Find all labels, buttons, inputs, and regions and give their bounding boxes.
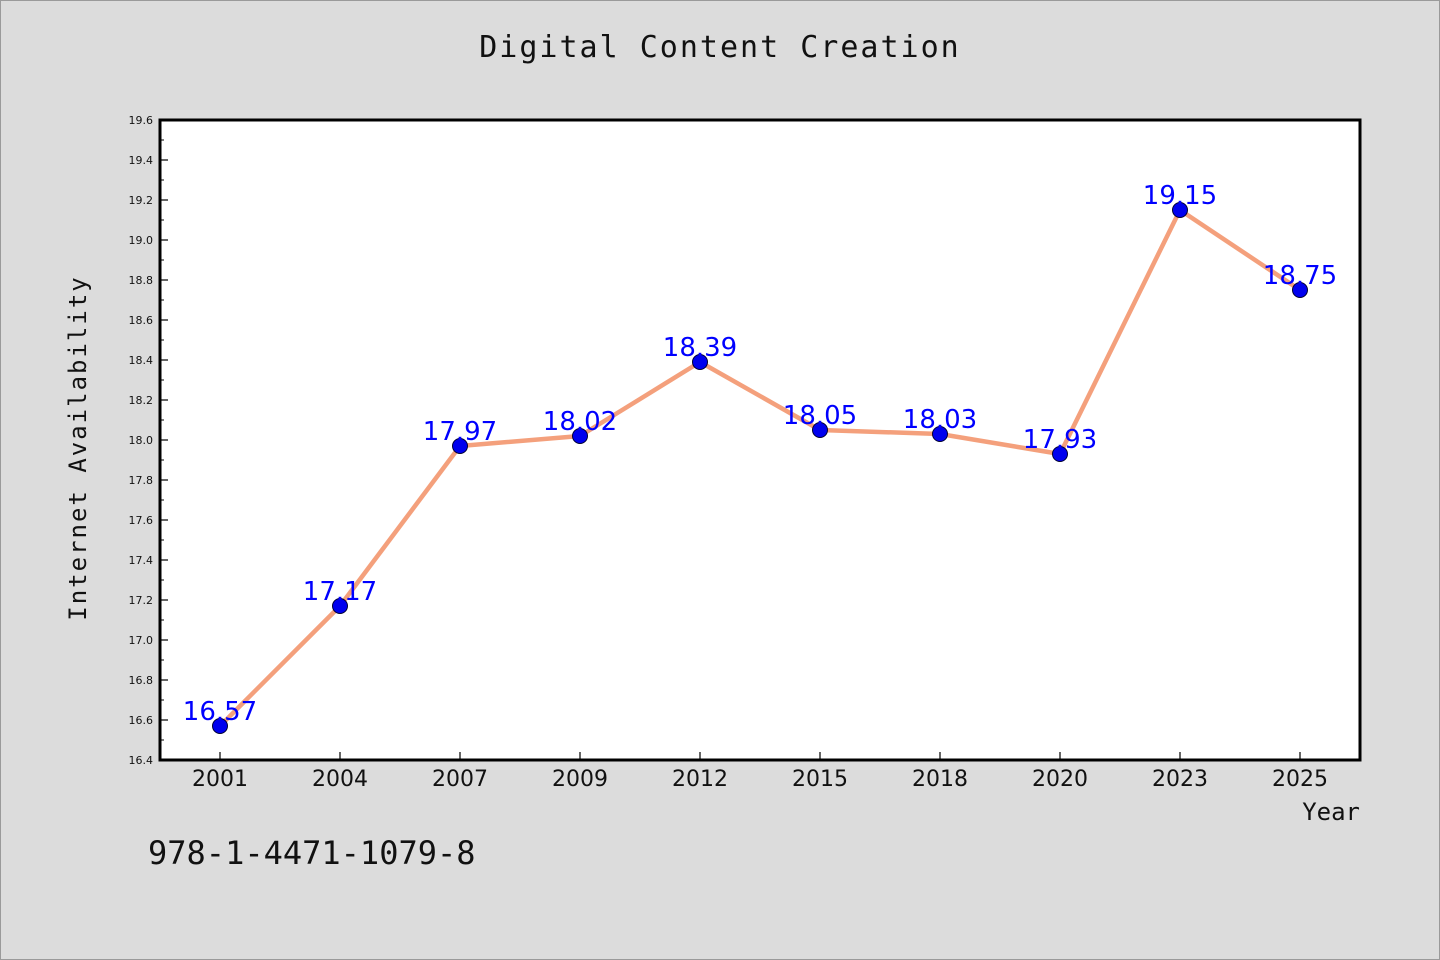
data-point [1052, 446, 1068, 462]
y-tick-label: 19.0 [129, 234, 154, 247]
data-point [332, 598, 348, 614]
x-tick-label: 2015 [792, 767, 848, 792]
data-point [1292, 282, 1308, 298]
data-point [212, 718, 228, 734]
data-label: 19.15 [1143, 181, 1217, 211]
y-axis-title: Internet Availability [64, 275, 92, 620]
data-point [1172, 202, 1188, 218]
y-tick-label: 19.6 [129, 114, 154, 127]
y-tick-label: 19.2 [129, 194, 154, 207]
data-label: 18.05 [783, 401, 857, 431]
data-point [932, 426, 948, 442]
y-axis: 16.4 16.6 16.8 17.0 17.2 17.4 17.6 17.8 18.0 18.2… [129, 114, 168, 767]
x-tick-label: 2012 [672, 767, 728, 792]
plot-area [158, 118, 1362, 762]
series-line [218, 207, 1302, 728]
x-tick-label: 2018 [912, 767, 968, 792]
y-tick-label: 18.0 [129, 434, 154, 447]
y-tick-label: 18.8 [129, 274, 154, 287]
y-tick-label: 17.2 [129, 594, 154, 607]
y-tick-label: 18.2 [129, 394, 154, 407]
y-tick-label: 18.4 [129, 354, 154, 367]
y-tick-label: 19.4 [129, 154, 154, 167]
series [212, 202, 1308, 734]
data-label: 17.97 [423, 417, 497, 447]
y-tick-label: 17.4 [129, 554, 154, 567]
x-tick-label: 2025 [1272, 767, 1328, 792]
x-tick-label: 2023 [1152, 767, 1208, 792]
data-label: 18.39 [663, 333, 737, 363]
data-label: 17.17 [303, 577, 377, 607]
data-label: 16.57 [183, 697, 257, 727]
chart-title: Digital Content Creation [479, 30, 961, 65]
x-tick-label: 2007 [432, 767, 488, 792]
x-axis: 2001 2004 2007 2009 2012 2015 2018 2020 2023 2025 [192, 752, 1328, 792]
data-point [452, 438, 468, 454]
data-label: 18.03 [903, 405, 977, 435]
data-label: 17.93 [1023, 425, 1097, 455]
y-tick-label: 17.0 [129, 634, 154, 647]
x-tick-label: 2020 [1032, 767, 1088, 792]
data-labels: 16.57 17.17 17.97 18.02 18.39 18.05 18.03 17.93… [183, 181, 1337, 727]
x-tick-label: 2004 [312, 767, 368, 792]
data-point [572, 428, 588, 444]
x-tick-label: 2001 [192, 767, 248, 792]
y-tick-label: 18.6 [129, 314, 154, 327]
data-label: 18.02 [543, 407, 617, 437]
y-tick-label: 16.4 [129, 754, 154, 767]
y-tick-label: 16.8 [129, 674, 154, 687]
data-point [812, 422, 828, 438]
y-tick-label: 17.6 [129, 514, 154, 527]
footer-code: 978-1-4471-1079-8 [148, 834, 476, 872]
x-tick-label: 2009 [552, 767, 608, 792]
data-point [692, 354, 708, 370]
x-axis-title: Year [1302, 798, 1360, 826]
data-label: 18.75 [1263, 261, 1337, 291]
y-tick-label: 16.6 [129, 714, 154, 727]
y-tick-label: 17.8 [129, 474, 154, 487]
